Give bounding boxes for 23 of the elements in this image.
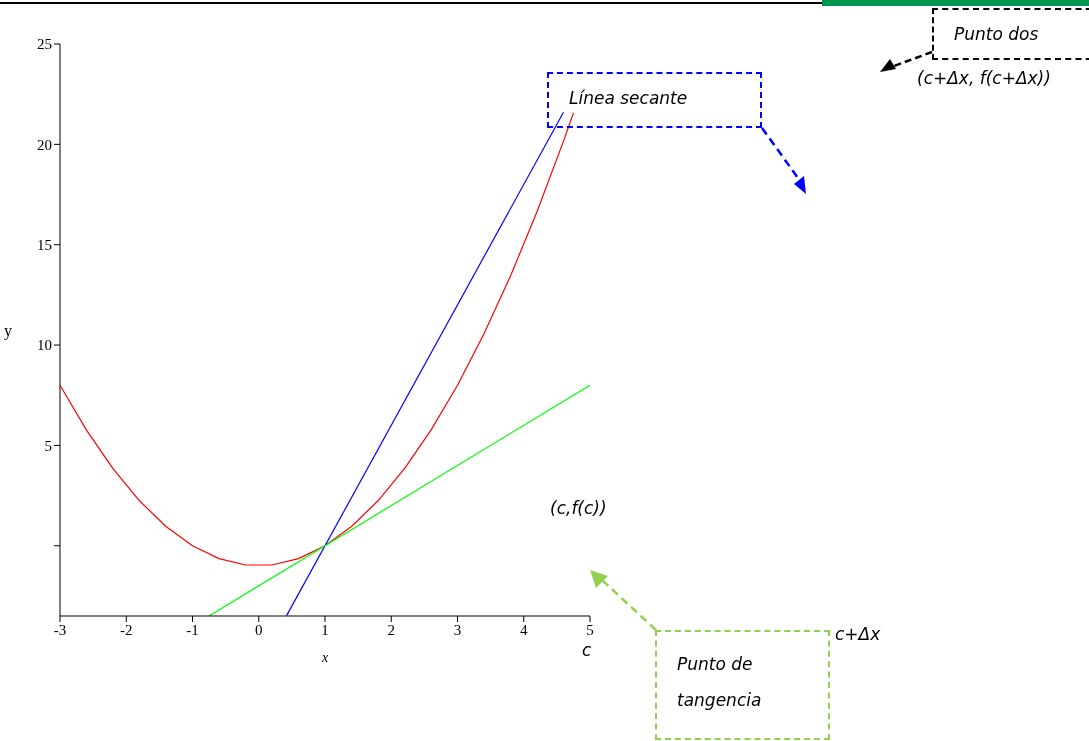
y-tick-label: 20 [37, 136, 52, 153]
text: Punto dos [932, 8, 1089, 60]
x-tick-label: -1 [186, 621, 199, 638]
text: c+Δx [835, 624, 881, 644]
text: Punto de tangencia [655, 630, 830, 740]
x-tick-label: 0 [255, 621, 263, 638]
x-tick-label: -2 [120, 621, 133, 638]
annotation: (c,f(c)) [550, 498, 607, 518]
y-tick-label: 10 [37, 337, 52, 354]
x-tick-label: 2 [387, 621, 395, 638]
x-tick-label: 1 [321, 621, 329, 638]
text: (c+Δx, f(c+Δx)) [917, 68, 1051, 88]
x-tick-label: -3 [53, 621, 67, 638]
x-tick-label: 3 [453, 621, 462, 638]
text: c [582, 640, 592, 660]
y-tick-label: 25 [37, 36, 52, 53]
x-tick-label: 5 [586, 621, 594, 638]
annotation: Línea secante [547, 72, 762, 128]
x-axis-title: x [320, 650, 329, 665]
y-axis-title: y [4, 321, 12, 340]
y-tick-label: 5 [44, 437, 52, 454]
x-tick-label: 4 [520, 621, 528, 638]
y-tick-label: 15 [37, 237, 52, 254]
